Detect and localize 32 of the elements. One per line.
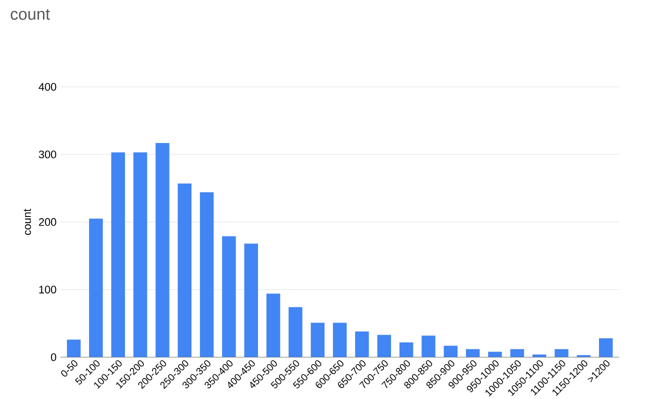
bar (399, 342, 414, 358)
bar (89, 218, 103, 358)
bar (377, 334, 392, 358)
bar (510, 349, 524, 358)
bar (288, 307, 302, 358)
y-axis-title: count (24, 208, 31, 235)
bar (200, 192, 214, 358)
y-tick-label: 400 (38, 82, 56, 91)
y-tick-label: 300 (38, 150, 56, 158)
bar (532, 354, 546, 358)
bar (133, 152, 148, 358)
bar (332, 322, 347, 358)
bar (66, 340, 81, 358)
bar (222, 236, 236, 358)
bar (178, 183, 192, 358)
bar (355, 331, 369, 358)
bar (111, 152, 125, 358)
bar (444, 346, 458, 358)
bar (488, 352, 502, 358)
x-tick-label: 0-50 (61, 360, 78, 377)
bar (422, 336, 436, 358)
bar (598, 338, 613, 358)
y-tick-label: 100 (39, 286, 56, 294)
bar (554, 349, 568, 358)
bar (466, 349, 480, 358)
y-tick-label: 0 (50, 353, 56, 362)
chart-title: count (10, 9, 50, 20)
y-tick-label: 200 (38, 218, 56, 226)
bar (310, 322, 325, 358)
bar (244, 244, 258, 358)
bar (266, 294, 280, 358)
bar (156, 142, 170, 358)
